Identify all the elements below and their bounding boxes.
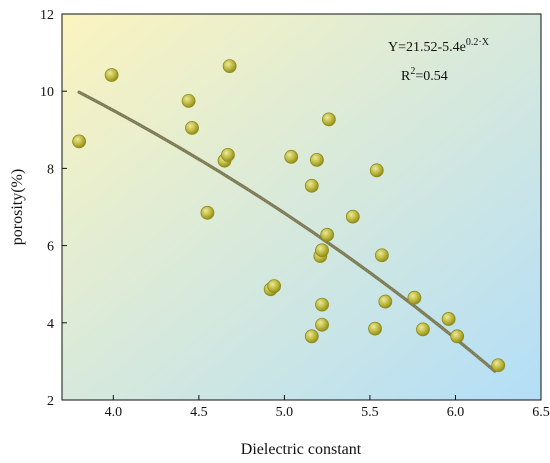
- data-point: [407, 290, 422, 305]
- data-point: [345, 209, 360, 224]
- x-axis-ticks: 4.0 4.5 5.0 5.5 6.0 6.5: [105, 395, 550, 420]
- y-tick-label: 4: [47, 317, 54, 332]
- data-point: [181, 93, 196, 108]
- data-point: [368, 321, 382, 336]
- r-squared-sup: 2: [410, 66, 415, 77]
- data-points: [72, 59, 506, 373]
- fit-equation-main: Y=21.52-5.4e: [388, 40, 466, 55]
- y-tick-label: 8: [47, 162, 54, 177]
- y-tick-label: 6: [47, 240, 54, 255]
- x-tick-label: 5.0: [276, 405, 294, 420]
- y-tick-label: 10: [40, 85, 54, 100]
- y-tick-label: 12: [40, 8, 54, 23]
- data-point: [304, 178, 319, 193]
- y-axis-ticks: 2 4 6 8 10 12: [40, 8, 67, 409]
- data-point: [304, 329, 319, 344]
- data-point: [221, 147, 235, 162]
- data-point: [185, 120, 199, 135]
- x-axis-title: Dielectric constant: [241, 441, 362, 458]
- x-tick-label: 6.5: [532, 405, 550, 420]
- x-tick-label: 5.5: [361, 405, 379, 420]
- data-point: [267, 279, 282, 294]
- plot-area: [61, 13, 542, 401]
- data-point: [72, 134, 87, 149]
- data-point: [378, 294, 393, 309]
- data-point: [315, 297, 329, 312]
- fit-equation: Y=21.52-5.4e0.2·X: [388, 37, 490, 55]
- data-point: [441, 312, 456, 326]
- y-axis-title: porosity(%): [9, 169, 26, 245]
- data-point: [309, 153, 324, 167]
- fit-curve-group: [77, 90, 497, 373]
- data-point: [369, 163, 384, 178]
- data-point: [104, 68, 119, 82]
- data-point: [416, 322, 430, 337]
- data-point: [450, 329, 465, 344]
- data-point: [491, 358, 506, 373]
- data-point: [200, 205, 215, 220]
- data-point: [315, 243, 329, 258]
- fit-curve-highlight: [78, 91, 496, 372]
- data-point: [320, 227, 335, 242]
- data-point: [321, 112, 336, 127]
- x-tick-label: 4.0: [105, 405, 123, 420]
- y-tick-label: 2: [47, 394, 54, 409]
- data-point: [284, 149, 299, 164]
- data-point: [222, 59, 237, 74]
- data-point: [375, 248, 389, 263]
- x-tick-label: 6.0: [447, 405, 465, 420]
- x-tick-label: 4.5: [190, 405, 208, 420]
- fit-equation-exponent: 0.2·X: [466, 37, 490, 48]
- r-squared: R2=0.54: [401, 66, 448, 84]
- r-squared-value: =0.54: [415, 69, 447, 84]
- data-point: [315, 317, 329, 332]
- r-squared-base: R: [401, 69, 411, 84]
